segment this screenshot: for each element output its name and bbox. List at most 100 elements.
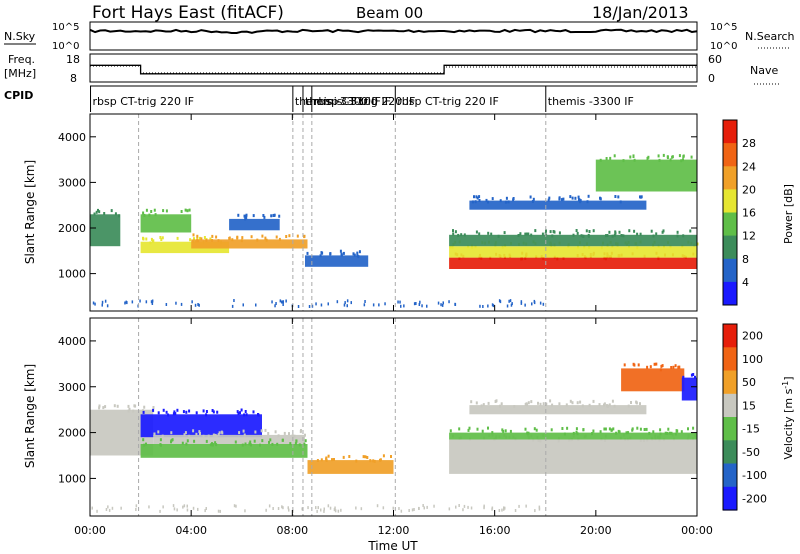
echo-speck: [192, 429, 195, 433]
echo-speck: [294, 442, 297, 446]
echo-speck: [613, 154, 616, 158]
echo-speck: [569, 195, 572, 199]
freq-label-bottom: [MHz]: [4, 67, 36, 80]
echo-speck: [650, 229, 653, 233]
echo-speck: [327, 302, 329, 306]
echo-band: [153, 434, 305, 445]
echo-speck: [170, 431, 173, 435]
echo-speck: [632, 154, 635, 158]
echo-speck: [524, 232, 527, 236]
echo-speck: [423, 506, 425, 510]
echo-speck: [195, 411, 198, 415]
cpid-panel: CPID rbsp CT-trig 220 IF themis -3300 IFt…: [4, 85, 697, 112]
echo-speck: [561, 427, 564, 430]
echo-speck: [199, 432, 201, 435]
echo-speck: [592, 429, 595, 433]
echo-speck: [271, 300, 273, 304]
echo-speck: [282, 506, 284, 510]
nave-tick-bottom: 0: [708, 72, 715, 85]
echo-speck: [622, 159, 625, 163]
echo-speck: [323, 507, 325, 511]
echo-speck: [507, 200, 510, 204]
echo-speck: [98, 210, 101, 214]
echo-speck: [639, 402, 641, 406]
echo-speck: [630, 401, 632, 404]
echo-speck: [320, 303, 323, 307]
echo-speck: [539, 439, 542, 443]
echo-speck: [233, 504, 236, 508]
colorbar-swatch: [723, 212, 737, 237]
echo-speck: [333, 508, 336, 512]
colorbar-swatch: [723, 347, 737, 372]
echo-speck: [415, 302, 417, 305]
echo-speck: [172, 504, 175, 508]
echo-speck: [384, 302, 386, 306]
echo-speck: [333, 458, 335, 461]
echo-speck: [653, 362, 656, 366]
echo-speck: [475, 195, 478, 199]
echo-speck: [148, 213, 151, 217]
echo-speck: [413, 508, 415, 511]
echo-speck: [321, 251, 324, 255]
echo-speck: [261, 439, 264, 443]
echo-speck: [587, 194, 590, 198]
echo-speck: [422, 504, 424, 507]
echo-speck: [175, 301, 177, 305]
echo-speck: [198, 430, 201, 434]
echo-speck: [281, 505, 283, 509]
colorbar-swatch: [723, 258, 737, 283]
echo-speck: [572, 431, 575, 435]
echo-speck: [283, 431, 286, 435]
echo-speck: [636, 232, 639, 236]
noise-left-tick-top: 10^5: [52, 22, 79, 33]
colorbar-swatch: [723, 281, 737, 306]
echo-speck: [348, 455, 351, 458]
colorbar-tick-label: 15: [742, 399, 756, 412]
echo-speck: [102, 406, 105, 410]
echo-band: [191, 239, 308, 249]
echo-speck: [440, 303, 442, 307]
echo-speck: [557, 439, 560, 443]
echo-speck: [95, 210, 98, 214]
echo-speck: [467, 505, 469, 509]
echo-speck: [599, 196, 601, 200]
echo-speck: [565, 403, 568, 407]
echo-speck: [228, 237, 231, 240]
echo-speck: [664, 431, 667, 435]
echo-speck: [180, 210, 183, 213]
echo-speck: [533, 427, 536, 431]
echo-speck: [588, 230, 591, 233]
echo-speck: [141, 409, 144, 413]
freq-tick-bottom: 8: [70, 72, 77, 85]
echo-speck: [400, 304, 402, 308]
echo-speck: [184, 431, 187, 435]
echo-speck: [657, 154, 660, 158]
echo-speck: [277, 434, 280, 438]
echo-speck: [173, 410, 176, 414]
echo-band: [681, 377, 697, 401]
echo-speck: [244, 442, 247, 446]
echo-speck: [157, 411, 160, 415]
echo-speck: [204, 509, 206, 513]
echo-speck: [176, 508, 178, 512]
echo-speck: [470, 506, 473, 510]
echo-speck: [614, 195, 617, 198]
echo-speck: [687, 427, 689, 431]
echo-speck: [499, 300, 502, 304]
echo-speck: [235, 504, 237, 508]
colorbar-swatch: [723, 166, 737, 190]
echo-speck: [131, 300, 134, 304]
echo-speck: [142, 236, 144, 240]
echo-speck: [398, 507, 400, 510]
echo-speck: [159, 509, 161, 513]
colorbar-swatch: [723, 440, 737, 465]
echo-speck: [622, 234, 625, 238]
colorbar-swatch: [723, 370, 737, 395]
echo-speck: [442, 301, 444, 305]
echo-speck: [241, 443, 244, 447]
echo-speck: [364, 455, 367, 459]
echo-speck: [378, 303, 380, 307]
echo-speck: [617, 195, 620, 199]
echo-speck: [116, 404, 119, 408]
echo-speck: [203, 236, 206, 239]
